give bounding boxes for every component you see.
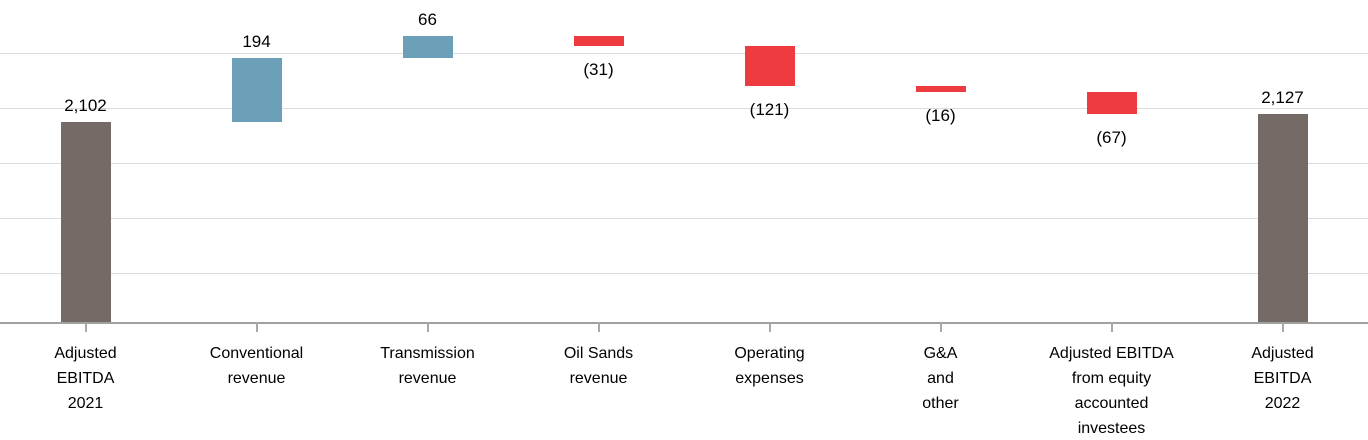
data-label: 66 bbox=[418, 10, 437, 30]
x-axis-tick bbox=[939, 322, 942, 332]
category-label: Oil Sands revenue bbox=[563, 345, 634, 387]
y-gridline bbox=[0, 53, 1368, 54]
waterfall-bar-decrease bbox=[744, 46, 795, 87]
category-label: Transmission revenue bbox=[380, 345, 475, 387]
waterfall-bar-total bbox=[60, 121, 111, 322]
x-axis-tick bbox=[1110, 322, 1113, 332]
data-label: (31) bbox=[583, 60, 614, 80]
waterfall-bar-total bbox=[1257, 113, 1308, 322]
y-gridline bbox=[0, 163, 1368, 164]
waterfall-bar-decrease bbox=[1086, 91, 1137, 114]
data-label: 2,102 bbox=[64, 95, 107, 115]
x-axis-line bbox=[0, 322, 1368, 324]
waterfall-bar-increase bbox=[231, 57, 282, 122]
y-gridline bbox=[0, 273, 1368, 274]
category-label: G&A and other bbox=[922, 345, 959, 412]
x-axis-tick bbox=[1281, 322, 1284, 332]
data-label: (67) bbox=[1096, 127, 1127, 147]
data-label: 2,127 bbox=[1261, 87, 1304, 107]
category-label: Operating expenses bbox=[734, 345, 805, 387]
x-axis-tick bbox=[597, 322, 600, 332]
waterfall-bar-decrease bbox=[573, 36, 624, 47]
category-label: Adjusted EBITDA 2021 bbox=[54, 345, 117, 412]
x-axis-tick bbox=[255, 322, 258, 332]
x-axis-tick bbox=[426, 322, 429, 332]
data-label: (16) bbox=[925, 105, 956, 125]
y-gridline bbox=[0, 108, 1368, 109]
category-label: Adjusted EBITDA 2022 bbox=[1251, 345, 1314, 412]
waterfall-bar-increase bbox=[402, 36, 453, 58]
data-label: (121) bbox=[749, 100, 790, 120]
y-gridline bbox=[0, 218, 1368, 219]
x-axis-tick bbox=[768, 322, 771, 332]
category-label: Conventional revenue bbox=[209, 345, 304, 387]
x-axis-tick bbox=[84, 322, 87, 332]
category-label: Adjusted EBITDA from equity accounted in… bbox=[1049, 345, 1174, 437]
waterfall-bar-decrease bbox=[915, 86, 966, 92]
data-label: 194 bbox=[242, 31, 271, 51]
